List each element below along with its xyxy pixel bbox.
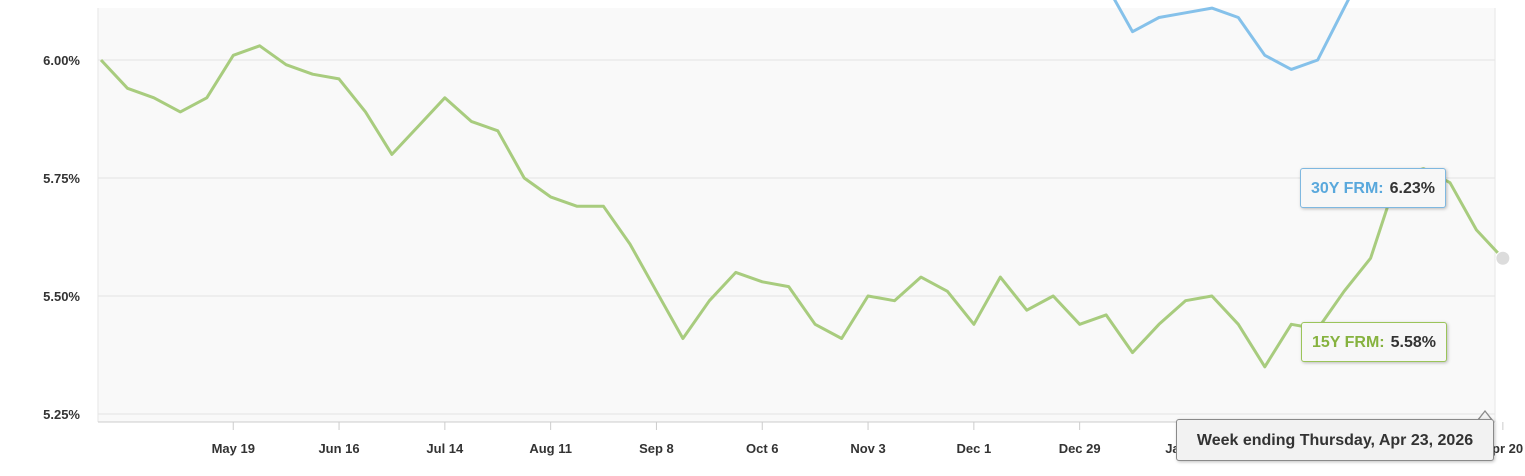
x-tick-label: Dec 1 bbox=[956, 441, 991, 456]
hover-marker bbox=[1495, 250, 1511, 266]
tooltip-15y-frm: 15Y FRM: 5.58% bbox=[1301, 322, 1447, 362]
series-lines bbox=[99, 0, 1504, 369]
y-tick-label: 5.75% bbox=[43, 171, 80, 186]
date-tooltip: Week ending Thursday, Apr 23, 2026 bbox=[1176, 419, 1494, 461]
y-tick-label: 5.25% bbox=[43, 407, 80, 422]
tooltip-30y-label: 30Y FRM: bbox=[1311, 180, 1384, 197]
y-tick-label: 6.00% bbox=[43, 53, 80, 68]
x-tick-label: Nov 3 bbox=[850, 441, 885, 456]
tooltip-15y-label: 15Y FRM: bbox=[1312, 334, 1385, 351]
x-tick-label: Dec 29 bbox=[1059, 441, 1101, 456]
tooltip-15y-value: 5.58% bbox=[1390, 334, 1436, 351]
grid-lines bbox=[97, 8, 1496, 423]
y-axis-ticks: 5.25%5.50%5.75%6.00%6.25%6.50%6.75% bbox=[43, 53, 80, 422]
x-tick-label: Jul 14 bbox=[426, 441, 464, 456]
date-tooltip-arrow-inner bbox=[1478, 412, 1492, 421]
y-tick-label: 5.50% bbox=[43, 289, 80, 304]
series-line-30y-frm bbox=[1113, 0, 1350, 71]
series-line-15y-frm bbox=[99, 44, 1504, 369]
x-tick-label: Jun 16 bbox=[318, 441, 359, 456]
x-tick-label: Oct 6 bbox=[746, 441, 779, 456]
x-tick-label: Aug 11 bbox=[529, 441, 572, 456]
tooltip-30y-frm: 30Y FRM: 6.23% bbox=[1300, 168, 1446, 208]
x-tick-label: May 19 bbox=[212, 441, 255, 456]
x-tick-label: Sep 8 bbox=[639, 441, 674, 456]
hover-markers bbox=[1495, 250, 1511, 266]
plot-background bbox=[98, 8, 1495, 422]
tooltip-30y-value: 6.23% bbox=[1389, 180, 1435, 197]
